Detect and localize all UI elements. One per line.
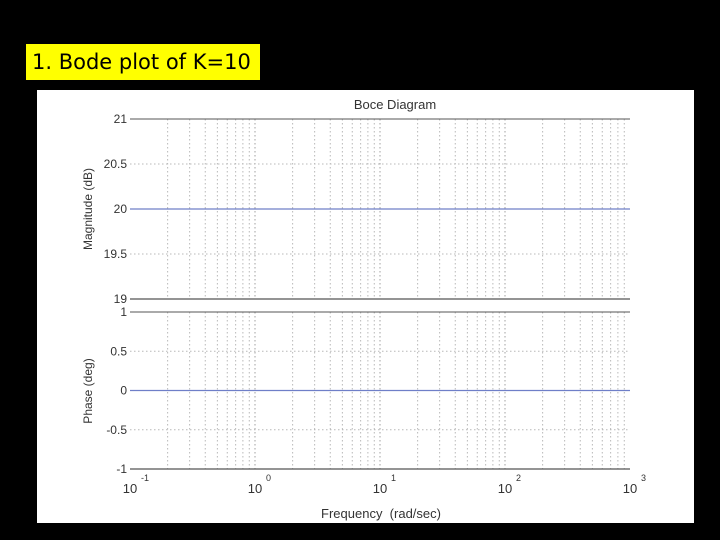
x-tick-labels: 10 -1 10 0 10 1 10 2 10 3 [123, 473, 646, 496]
x-tick-base: 10 [123, 481, 137, 496]
phase-ytick-label: -1 [116, 462, 127, 476]
magnitude-ytick-label: 20.5 [104, 157, 128, 171]
x-tick-exponent: 1 [391, 473, 396, 483]
x-tick-exponent: 3 [641, 473, 646, 483]
x-tick-base: 10 [623, 481, 637, 496]
magnitude-ytick-label: 21 [114, 112, 128, 126]
x-tick-label: 10 2 [498, 473, 521, 496]
x-tick-base: 10 [373, 481, 387, 496]
phase-ytick-label: 0.5 [110, 344, 127, 358]
magnitude-ytick-label: 19 [114, 292, 128, 306]
chart-title: Boce Diagram [354, 97, 436, 112]
x-tick-exponent: 0 [266, 473, 271, 483]
phase-ytick-label: -0.5 [106, 423, 127, 437]
x-tick-label: 10 -1 [123, 473, 149, 496]
slide-title: 1. Bode plot of K=10 [26, 44, 260, 80]
x-tick-exponent: 2 [516, 473, 521, 483]
x-tick-label: 10 0 [248, 473, 271, 496]
magnitude-axis-label: Magnitude (dB) [81, 168, 95, 250]
magnitude-ytick-label: 20 [114, 202, 128, 216]
x-tick-base: 10 [498, 481, 512, 496]
bode-plot-panel: Boce Diagram 21 20.5 20 19.5 19 1 0.5 0 -0.5 -1 1… [37, 90, 694, 523]
x-tick-exponent: -1 [141, 473, 149, 483]
axes-frame [130, 118, 630, 470]
x-tick-label: 10 3 [623, 473, 646, 496]
x-axis-label: Frequency (rad/sec) [321, 506, 441, 521]
phase-axis-label: Phase (deg) [81, 358, 95, 423]
x-tick-base: 10 [248, 481, 262, 496]
x-tick-label: 10 1 [373, 473, 396, 496]
series-layer [130, 208, 630, 392]
grid-layer [130, 119, 630, 469]
phase-ytick-label: 0 [120, 384, 127, 398]
magnitude-ytick-label: 19.5 [104, 247, 128, 261]
y-tick-labels: 21 20.5 20 19.5 191 0.5 0 -0.5 -1 [104, 112, 128, 476]
phase-ytick-label: 1 [120, 305, 127, 319]
